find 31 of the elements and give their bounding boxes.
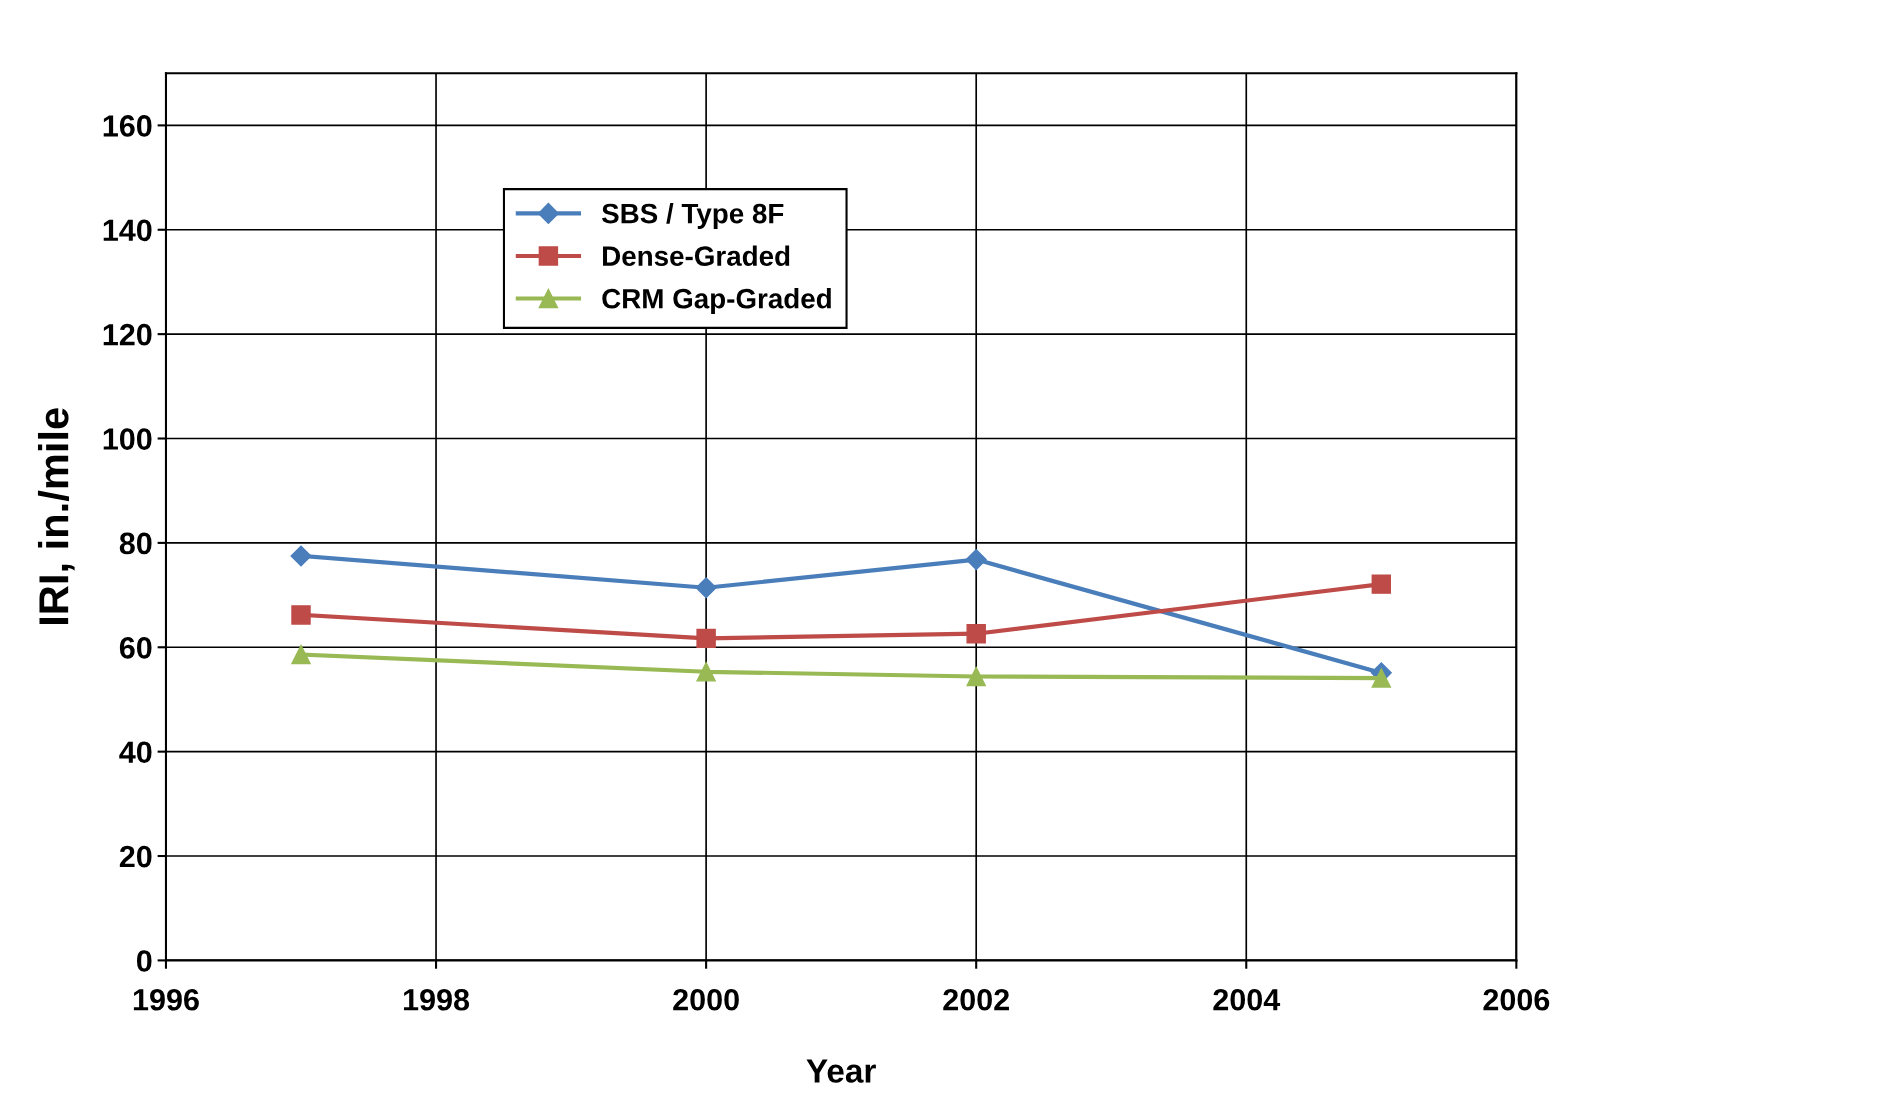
x-tick-label: 1998 bbox=[403, 988, 470, 1011]
y-axis-title: IRI, in./mile bbox=[37, 408, 75, 624]
x-axis-title: Year bbox=[806, 1059, 876, 1083]
x-tick-label: 2000 bbox=[673, 988, 739, 1011]
point bbox=[965, 549, 987, 571]
point bbox=[695, 577, 717, 599]
x-tick-label: 2004 bbox=[1213, 988, 1281, 1011]
point bbox=[291, 644, 311, 665]
point bbox=[1371, 668, 1392, 688]
x-tick-label: 1996 bbox=[133, 988, 199, 1011]
y-tick-label: 20 bbox=[119, 845, 152, 868]
x-tick-label: 2002 bbox=[943, 988, 1009, 1011]
point bbox=[966, 623, 986, 644]
x-tick-label: 2006 bbox=[1483, 988, 1550, 1011]
point bbox=[291, 605, 311, 625]
y-tick-label: 140 bbox=[103, 219, 152, 242]
y-tick-label: 100 bbox=[103, 428, 152, 450]
legend-label: Dense-Graded bbox=[603, 245, 790, 266]
y-tick-label: 60 bbox=[119, 637, 152, 659]
point bbox=[966, 666, 986, 687]
y-tick-label: 160 bbox=[103, 115, 152, 137]
point bbox=[696, 628, 716, 649]
point bbox=[290, 545, 312, 567]
point bbox=[696, 662, 716, 682]
legend-label: SBS / Type 8F bbox=[601, 203, 784, 229]
y-tick-label: 40 bbox=[119, 741, 152, 764]
y-tick-label: 80 bbox=[119, 532, 152, 555]
y-tick-label: 120 bbox=[103, 323, 152, 346]
legend-label: CRM Gap-Graded bbox=[602, 288, 831, 315]
y-tick-label: 0 bbox=[136, 950, 152, 972]
point bbox=[1371, 574, 1392, 594]
